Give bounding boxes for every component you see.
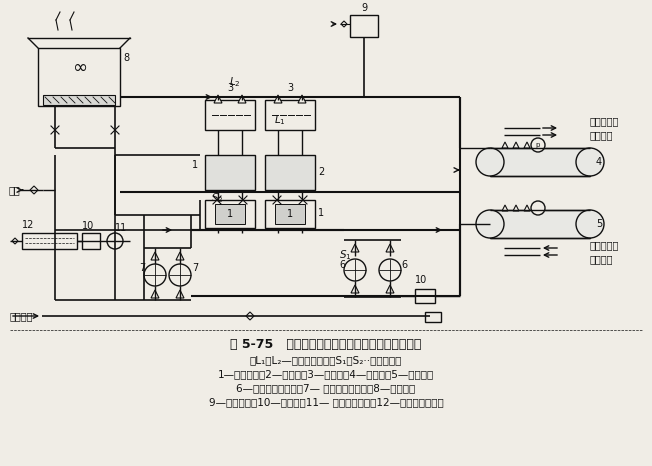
Polygon shape [151,252,159,260]
Polygon shape [30,186,38,194]
Text: 补水: 补水 [8,185,20,195]
Text: 图 5-75   空调冷冻水、冷却水循环系统工艺流程图: 图 5-75 空调冷冻水、冷却水循环系统工艺流程图 [230,337,422,350]
Polygon shape [246,312,254,320]
Circle shape [476,148,504,176]
Text: ∞: ∞ [72,59,87,77]
Text: 4: 4 [596,157,602,167]
Circle shape [531,201,545,215]
Text: 接软化水: 接软化水 [10,311,33,321]
Text: 来自空调设
备回水管: 来自空调设 备回水管 [590,240,619,264]
Circle shape [144,264,166,286]
Circle shape [531,138,545,152]
Text: $S_2$: $S_2$ [211,191,223,205]
Circle shape [379,259,401,281]
Polygon shape [151,290,159,298]
Bar [425,312,441,322]
Text: $L_2$: $L_2$ [230,75,241,89]
Polygon shape [386,244,394,252]
Polygon shape [12,238,18,244]
Bar [38,48,120,106]
Text: 7: 7 [192,263,198,273]
Text: 2: 2 [318,167,324,177]
Bar [205,200,255,228]
Bar [415,289,435,303]
Text: 9—膨胀水箱；10—除污器；11— 电子水处理仪；12—冷却水循环水箱: 9—膨胀水箱；10—除污器；11— 电子水处理仪；12—冷却水循环水箱 [209,397,443,407]
Text: 10: 10 [415,275,427,285]
Text: 8: 8 [123,53,129,63]
Bar [22,233,77,249]
Polygon shape [524,205,530,211]
Text: 1: 1 [192,160,198,170]
Polygon shape [502,142,508,148]
Text: 3: 3 [287,83,293,93]
Bar [350,15,378,37]
Text: 11: 11 [115,223,127,233]
Bar [205,155,255,190]
Polygon shape [524,142,530,148]
Polygon shape [502,205,508,211]
Text: 10: 10 [82,221,95,231]
Circle shape [344,259,366,281]
Text: 6—冷冻水循环水泵；7— 冷却水循环水泵；8—冷却塔；: 6—冷冻水循环水泵；7— 冷却水循环水泵；8—冷却塔； [237,383,415,393]
Polygon shape [513,205,519,211]
Polygon shape [351,244,359,252]
Bar [215,204,245,224]
Polygon shape [238,95,246,103]
Polygon shape [513,142,519,148]
Text: （L₁、L₂—冷冻供回水管；S₁、S₂··冷却水管）: （L₁、L₂—冷冻供回水管；S₁、S₂··冷却水管） [250,355,402,365]
Text: 6: 6 [339,260,345,270]
Text: 1: 1 [318,208,324,218]
Circle shape [107,233,123,249]
Circle shape [169,264,191,286]
Text: 7: 7 [139,263,145,273]
Text: 12: 12 [22,220,35,230]
Circle shape [476,210,504,238]
Bar [490,148,590,176]
Text: p: p [536,142,541,148]
Bar [205,100,255,130]
Bar [490,210,590,238]
Text: 3: 3 [227,83,233,93]
Bar [43,95,115,105]
Circle shape [576,148,604,176]
Text: $S_1$: $S_1$ [339,248,351,262]
Bar [265,100,315,130]
Bar [265,155,315,190]
Polygon shape [386,285,394,293]
Polygon shape [176,252,184,260]
Circle shape [576,210,604,238]
Text: 1: 1 [287,209,293,219]
Text: 1—冷水机组；2—冷凝器；3—蒸发器；4—分水器；5—集水器；: 1—冷水机组；2—冷凝器；3—蒸发器；4—分水器；5—集水器； [218,369,434,379]
Text: 9: 9 [361,3,367,13]
Bar [82,233,100,249]
Text: 5: 5 [596,219,602,229]
Polygon shape [298,95,306,103]
Text: 送至空调设
备供水管: 送至空调设 备供水管 [590,116,619,140]
Polygon shape [341,21,347,27]
Text: 6: 6 [401,260,407,270]
Text: $L_1$: $L_1$ [274,113,286,127]
Polygon shape [176,290,184,298]
Polygon shape [274,95,282,103]
Polygon shape [214,95,222,103]
Polygon shape [351,285,359,293]
Text: 1: 1 [227,209,233,219]
Bar [265,200,315,228]
Bar [275,204,305,224]
